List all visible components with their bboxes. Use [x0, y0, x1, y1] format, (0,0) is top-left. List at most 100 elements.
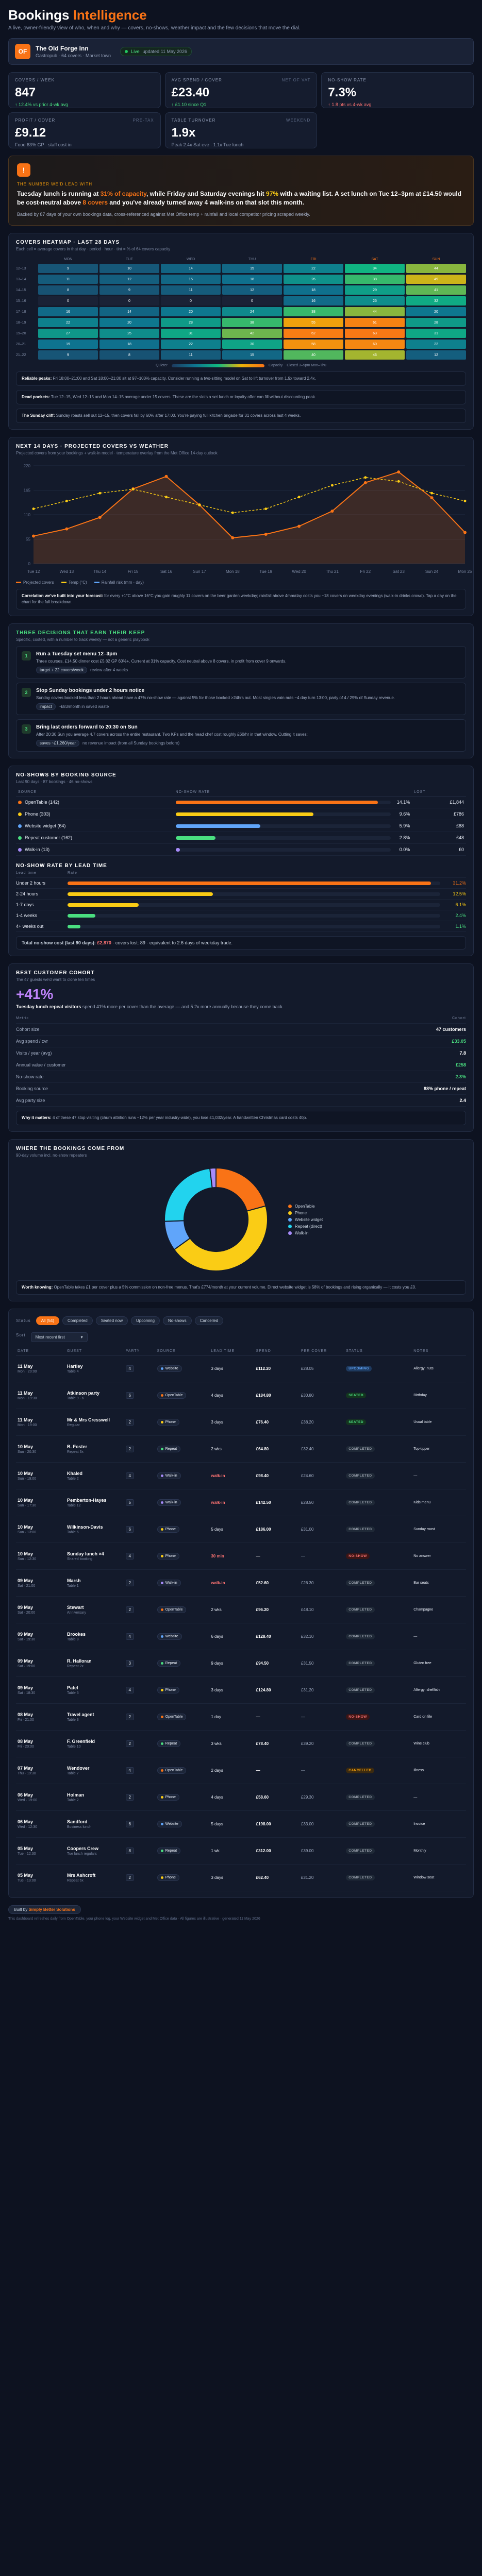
heat-cell[interactable]: 38 — [345, 275, 405, 284]
table-row[interactable]: 06 May Wed · 19:00 Holman Table 2 2 Phone 4 da… — [16, 1784, 466, 1811]
filter-chip[interactable]: Upcoming — [130, 1316, 160, 1325]
filter-chip[interactable]: All (54) — [36, 1316, 60, 1325]
decision-card[interactable]: 1 Run a Tuesday set menu 12–3pm Three cour… — [16, 646, 466, 679]
table-row[interactable]: 09 May Sat · 21:00 Marsh Table 1 2 Walk-in wal… — [16, 1569, 466, 1597]
heat-cell[interactable]: 15 — [222, 350, 282, 360]
heat-cell[interactable]: 16 — [38, 307, 98, 316]
heat-cell[interactable]: 31 — [406, 329, 466, 338]
heat-cell[interactable]: 20 — [161, 307, 221, 316]
heat-cell[interactable]: 8 — [99, 350, 159, 360]
heat-cell[interactable]: 46 — [345, 350, 405, 360]
filter-chip[interactable]: No-shows — [163, 1316, 192, 1325]
table-row[interactable]: 09 May Sat · 19:00 R. Halloran Repeat 2x 3 Re… — [16, 1650, 466, 1677]
heat-cell[interactable]: 24 — [222, 307, 282, 316]
filter-chip[interactable]: Seated now — [95, 1316, 128, 1325]
heat-cell[interactable]: 14 — [161, 264, 221, 273]
filter-chip[interactable]: Completed — [62, 1316, 93, 1325]
heat-cell[interactable]: 0 — [38, 296, 98, 306]
bookings-col-header[interactable]: Source — [155, 1347, 210, 1355]
heat-cell[interactable]: 15 — [161, 275, 221, 284]
heat-cell[interactable]: 60 — [345, 340, 405, 349]
heat-cell[interactable]: 26 — [284, 275, 343, 284]
bookings-col-header[interactable]: Guest — [65, 1347, 124, 1355]
decision-card[interactable]: 3 Bring last orders forward to 20:30 on S… — [16, 719, 466, 752]
heat-cell[interactable]: 11 — [161, 350, 221, 360]
table-row[interactable]: 10 May Sun · 19:00 Khaled Table 2 4 Walk-in wa… — [16, 1462, 466, 1489]
table-row[interactable]: 08 May Fri · 21:00 Travel agent Table 3 2 Ope… — [16, 1703, 466, 1731]
table-row[interactable]: 07 May Thu · 19:30 Wendover Table 7 4 OpenTab… — [16, 1757, 466, 1784]
heat-cell[interactable]: 49 — [406, 275, 466, 284]
heat-cell[interactable]: 8 — [38, 285, 98, 295]
table-row[interactable]: 10 May Sun · 17:30 Pemberton-Hayes Table 12… — [16, 1489, 466, 1516]
table-row[interactable]: 05 May Tue · 12:30 Coopers Crew Tue lunch r… — [16, 1837, 466, 1865]
built-by-badge[interactable]: Built by Simply Better Solutions — [8, 1905, 81, 1914]
forecast-chart[interactable]: 0 55 110 165 220 Tue 12 Wed 13 Thu 14 Fri 15 Sat … — [16, 460, 480, 578]
heat-cell[interactable]: 14 — [99, 307, 159, 316]
bookings-col-header[interactable]: Spend — [254, 1347, 300, 1355]
table-row[interactable]: 10 May Sun · 20:30 B. Foster Repeat 3x 2 Repe… — [16, 1435, 466, 1463]
table-row[interactable]: 11 May Mon · 19:30 Atkinson party Table 9 ·… — [16, 1382, 466, 1409]
heat-cell[interactable]: 18 — [99, 340, 159, 349]
heat-cell[interactable]: 62 — [284, 329, 343, 338]
heat-cell[interactable]: 11 — [161, 285, 221, 295]
heat-cell[interactable]: 25 — [99, 329, 159, 338]
heat-cell[interactable]: 22 — [284, 264, 343, 273]
heat-cell[interactable]: 9 — [38, 264, 98, 273]
heat-cell[interactable]: 40 — [284, 350, 343, 360]
heat-cell[interactable]: 30 — [222, 340, 282, 349]
heat-cell[interactable]: 28 — [406, 318, 466, 327]
heat-cell[interactable]: 55 — [284, 318, 343, 327]
heat-cell[interactable]: 12 — [99, 275, 159, 284]
table-row[interactable]: 09 May Sat · 18:30 Patel Table 5 4 Phone 3 day… — [16, 1676, 466, 1704]
table-row[interactable]: 09 May Sat · 19:30 Brookes Table 8 4 Website 6… — [16, 1623, 466, 1650]
heat-cell[interactable]: 16 — [284, 296, 343, 306]
heat-cell[interactable]: 18 — [284, 285, 343, 295]
heat-cell[interactable]: 22 — [161, 340, 221, 349]
heat-cell[interactable]: 20 — [406, 307, 466, 316]
bookings-col-header[interactable]: Notes — [412, 1347, 466, 1355]
heat-cell[interactable]: 31 — [161, 329, 221, 338]
table-row[interactable]: 06 May Wed · 12:30 Sandford Business lunch 6… — [16, 1810, 466, 1838]
table-row[interactable]: 10 May Sun · 12:30 Sunday lunch ×4 Shared b… — [16, 1543, 466, 1570]
heat-cell[interactable]: 12 — [406, 350, 466, 360]
heat-cell[interactable]: 63 — [345, 329, 405, 338]
heat-cell[interactable]: 27 — [38, 329, 98, 338]
table-row[interactable]: 11 May Mon · 20:00 Hartley Table 4 4 Website 3… — [16, 1355, 466, 1382]
heat-cell[interactable]: 32 — [406, 296, 466, 306]
heat-cell[interactable]: 15 — [222, 264, 282, 273]
heat-cell[interactable]: 19 — [38, 340, 98, 349]
bookings-col-header[interactable]: Status — [344, 1347, 412, 1355]
table-row[interactable]: 11 May Mon · 19:00 Mr & Mrs Cresswell Regul… — [16, 1409, 466, 1436]
table-row[interactable]: 10 May Sun · 13:00 Wilkinson-Davis Table 6 6… — [16, 1516, 466, 1543]
heat-cell[interactable]: 12 — [222, 285, 282, 295]
bookings-col-header[interactable]: Per cover — [299, 1347, 345, 1355]
heat-cell[interactable]: 0 — [161, 296, 221, 306]
heat-cell[interactable]: 42 — [222, 329, 282, 338]
heat-cell[interactable]: 38 — [284, 307, 343, 316]
heat-cell[interactable]: 44 — [345, 307, 405, 316]
heat-cell[interactable]: 29 — [345, 285, 405, 295]
heat-cell[interactable]: 18 — [222, 275, 282, 284]
heat-cell[interactable]: 28 — [161, 318, 221, 327]
heat-cell[interactable]: 38 — [222, 318, 282, 327]
heat-cell[interactable]: 25 — [345, 296, 405, 306]
heat-cell[interactable]: 22 — [38, 318, 98, 327]
heat-cell[interactable]: 11 — [38, 275, 98, 284]
table-row[interactable]: 09 May Sat · 20:00 Stewart Anniversary 2 Open… — [16, 1596, 466, 1623]
heat-cell[interactable]: 44 — [406, 264, 466, 273]
venue-card[interactable]: OF The Old Forge Inn Gastropub · 64 cove… — [8, 38, 474, 65]
bookings-col-header[interactable]: Party — [124, 1347, 156, 1355]
table-row[interactable]: 05 May Tue · 13:00 Mrs Ashcroft Repeat 6x 2 P… — [16, 1864, 466, 1891]
heat-cell[interactable]: 0 — [99, 296, 159, 306]
heat-cell[interactable]: 10 — [99, 264, 159, 273]
sort-select[interactable]: Most recent first ▾ — [30, 1332, 88, 1342]
filter-chip[interactable]: Cancelled — [194, 1316, 224, 1325]
bookings-col-header[interactable]: Date — [16, 1347, 66, 1355]
heat-cell[interactable]: 61 — [345, 318, 405, 327]
heat-cell[interactable]: 22 — [406, 340, 466, 349]
heat-cell[interactable]: 41 — [406, 285, 466, 295]
heat-cell[interactable]: 58 — [284, 340, 343, 349]
bookings-col-header[interactable]: Lead time — [209, 1347, 255, 1355]
table-row[interactable]: 08 May Fri · 20:00 F. Greenfield Table 10 2 R… — [16, 1730, 466, 1757]
heat-cell[interactable]: 34 — [345, 264, 405, 273]
